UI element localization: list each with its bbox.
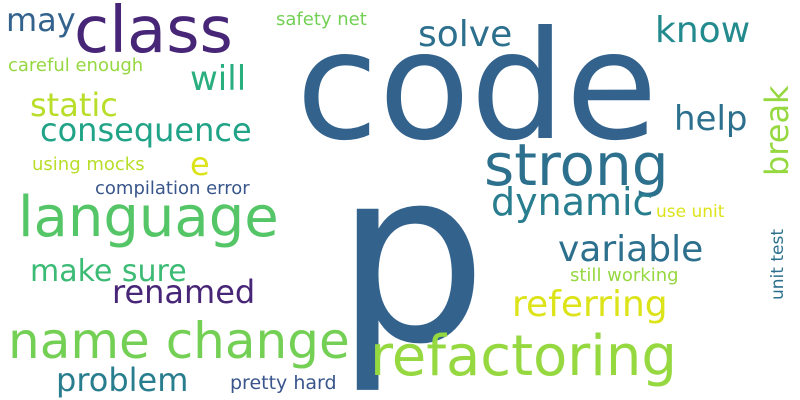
word-static: static: [30, 86, 118, 124]
word-refactoring: refactoring: [370, 324, 677, 389]
word-using-mocks: using mocks: [32, 154, 145, 175]
word-strong: strong: [484, 131, 669, 199]
word-use-unit: use unit: [656, 202, 725, 222]
word-know: know: [655, 10, 750, 51]
word-still-working: still working: [570, 265, 679, 286]
word-name-change: name change: [8, 312, 350, 370]
word-p: p: [335, 117, 487, 397]
word-help: help: [674, 99, 748, 139]
word-class: class: [74, 0, 233, 68]
word-may: may: [6, 1, 76, 39]
word-break: break: [758, 85, 796, 176]
word-code: code: [296, 0, 658, 174]
word-consequence: consequence: [40, 111, 252, 149]
word-e: e: [190, 145, 210, 183]
word-compilation-error: compilation error: [95, 178, 250, 199]
word-dynamic: dynamic: [491, 180, 653, 224]
word-unit-test: unit test: [768, 229, 788, 300]
word-variable: variable: [558, 229, 703, 270]
word-referring: referring: [512, 284, 668, 325]
word-make-sure: make sure: [30, 254, 187, 289]
word-pretty-hard: pretty hard: [230, 372, 337, 394]
word-solve: solve: [418, 14, 512, 55]
word-will: will: [190, 59, 246, 99]
word-language: language: [18, 185, 279, 250]
word-renamed: renamed: [112, 273, 255, 311]
word-careful-enough: careful enough: [8, 55, 143, 76]
word-safety-net: safety net: [276, 9, 367, 30]
word-problem: problem: [56, 361, 188, 399]
